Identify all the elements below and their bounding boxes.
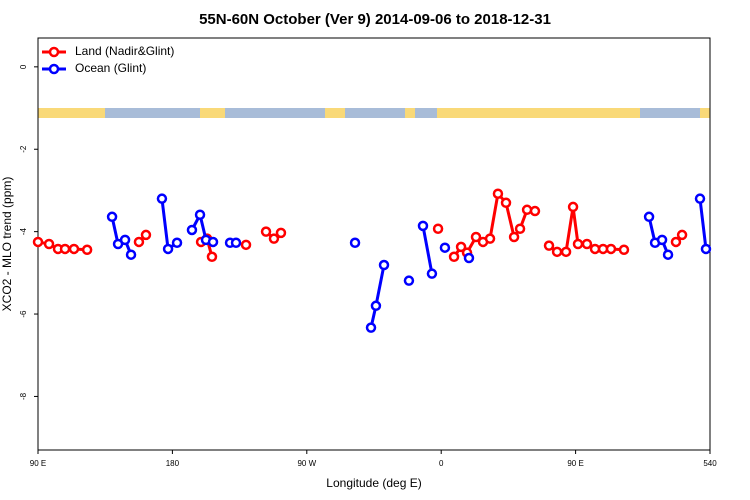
point xyxy=(426,268,438,279)
point xyxy=(448,251,460,263)
x-tick-label: 90 E xyxy=(30,459,46,468)
point xyxy=(567,201,579,213)
point xyxy=(670,236,682,248)
point xyxy=(432,223,444,235)
point xyxy=(500,197,512,209)
x-tick-label: 0 xyxy=(439,459,444,468)
point xyxy=(439,242,451,253)
y-axis-title: XCO2 - MLO trend (ppm) xyxy=(0,177,14,312)
point xyxy=(268,233,280,244)
point xyxy=(529,205,541,217)
point xyxy=(186,224,198,236)
point xyxy=(455,241,467,253)
point xyxy=(81,244,93,256)
x-axis-title: Longitude (deg E) xyxy=(326,476,421,490)
point xyxy=(417,220,429,232)
point xyxy=(207,236,219,248)
point xyxy=(484,233,496,244)
y-tick-label: 0 xyxy=(19,64,28,69)
point xyxy=(508,231,520,243)
point xyxy=(133,236,145,248)
x-tick-label: 90 W xyxy=(297,459,316,468)
point xyxy=(370,300,382,312)
legend-label: Land (Nadir&Glint) xyxy=(75,44,174,58)
point xyxy=(618,244,630,256)
point xyxy=(119,234,131,246)
point xyxy=(378,259,390,271)
point xyxy=(694,193,706,204)
y-tick-label: -2 xyxy=(19,145,28,153)
point xyxy=(59,243,71,255)
y-tick-label: -6 xyxy=(19,310,28,318)
point xyxy=(194,209,206,220)
point xyxy=(68,243,80,255)
y-tick-label: -4 xyxy=(19,228,28,236)
point xyxy=(700,243,712,255)
point xyxy=(514,223,526,235)
chart-title: 55N-60N October (Ver 9) 2014-09-06 to 20… xyxy=(199,11,551,28)
point xyxy=(643,211,655,223)
point xyxy=(560,246,572,258)
point xyxy=(551,246,563,258)
point xyxy=(676,229,688,241)
point xyxy=(230,237,242,249)
legend-label: Ocean (Glint) xyxy=(75,61,146,75)
point xyxy=(125,249,137,260)
point xyxy=(260,226,272,237)
x-tick-label: 180 xyxy=(166,459,180,468)
point xyxy=(349,237,361,249)
land-ocean-strip xyxy=(38,108,710,118)
point xyxy=(589,243,601,255)
point xyxy=(572,238,584,250)
point xyxy=(240,239,252,251)
point xyxy=(581,238,593,250)
x-tick-label: 90 E xyxy=(567,459,583,468)
point xyxy=(521,204,533,216)
x-tick-label: 540 xyxy=(703,459,717,468)
point xyxy=(365,322,377,333)
point xyxy=(156,193,168,204)
point xyxy=(171,237,183,249)
point xyxy=(605,243,617,255)
point xyxy=(206,251,218,263)
point xyxy=(275,227,287,239)
point xyxy=(492,188,504,199)
point xyxy=(162,243,174,255)
point xyxy=(140,229,152,241)
legend-marker xyxy=(48,46,60,58)
point xyxy=(32,236,44,248)
point xyxy=(543,240,555,251)
point xyxy=(470,231,482,243)
point xyxy=(403,275,415,286)
point xyxy=(106,211,118,223)
point xyxy=(656,234,668,246)
point xyxy=(43,238,55,250)
legend-marker xyxy=(48,63,60,75)
y-tick-label: -8 xyxy=(19,392,28,400)
point xyxy=(463,252,475,264)
point xyxy=(662,249,674,260)
